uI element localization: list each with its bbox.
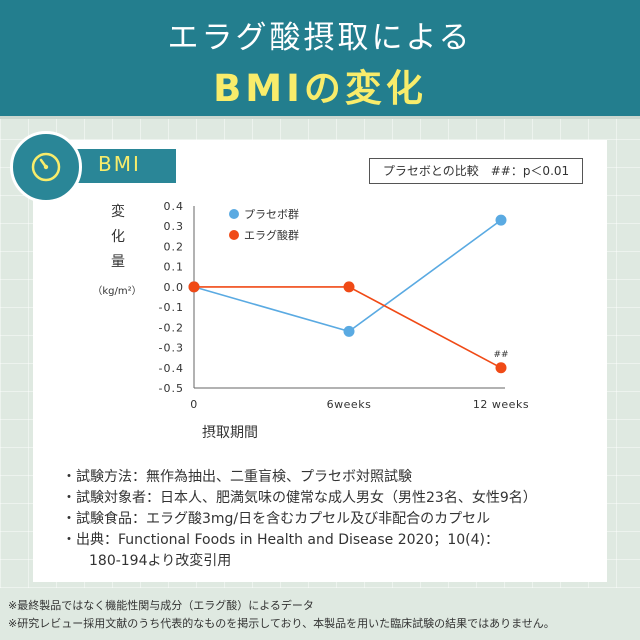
y-tick-label: 0.2 [164, 240, 185, 253]
y-axis-label-char: 化 [111, 229, 125, 245]
data-point-series-1 [343, 281, 355, 293]
study-notes: ・試験方法：無作為抽出、二重盲検、プラセボ対照試験 ・試験対象者：日本人、肥満気… [62, 467, 602, 572]
data-point-series-0 [495, 214, 507, 226]
header-banner: エラグ酸摂取による BMIの変化 [0, 0, 640, 116]
header-subtitle: BMIの変化 [213, 67, 427, 110]
x-axis-label: 摂取期間 [202, 425, 258, 441]
x-tick-labels: 0 6weeks 12 weeks [190, 398, 529, 411]
y-tick-label: -0.1 [159, 301, 184, 314]
chart-annotations: ## [493, 350, 508, 360]
note-line: ・出典：Functional Foods in Health and Disea… [62, 532, 499, 548]
series-points [188, 214, 507, 374]
x-tick-label: 6weeks [327, 398, 372, 411]
note-line: ・試験方法：無作為抽出、二重盲検、プラセボ対照試験 [62, 469, 412, 485]
footnote: ※最終製品ではなく機能性関与成分（エラグ酸）によるデータ [8, 599, 314, 612]
y-tick-labels: 0.4 0.3 0.2 0.1 0.0 -0.1 -0.2 -0.3 -0.4 -0.5 [159, 200, 185, 395]
y-tick-label: 0.0 [164, 281, 185, 294]
series-line-0 [193, 219, 502, 333]
x-tick-label: 12 weeks [473, 398, 529, 411]
y-tick-label: 0.4 [164, 200, 185, 213]
legend-marker [229, 230, 239, 240]
chart-axes [193, 206, 505, 389]
data-point-series-1 [495, 362, 507, 374]
x-tick-label: 0 [190, 398, 198, 411]
y-tick-label: -0.4 [159, 362, 184, 375]
footnote: ※研究レビュー採用文献のうち代表的なものを掲示しており、本製品を用いた臨床試験の… [8, 617, 555, 630]
y-tick-label: 0.1 [164, 261, 185, 274]
header-shadow [0, 116, 640, 119]
note-line: ・試験食品：エラグ酸3mg/日を含むカプセル及び非配合のカプセル [62, 511, 491, 527]
data-point-series-1 [188, 281, 200, 293]
y-tick-label: -0.5 [159, 382, 184, 395]
comparison-note: プラセボとの比較 ##：p＜0.01 [369, 158, 583, 184]
y-tick-label: 0.3 [164, 220, 185, 233]
y-axis-unit: （kg/m²） [92, 285, 141, 297]
header-title: エラグ酸摂取による [167, 20, 473, 56]
series-lines [193, 219, 502, 369]
y-axis-label: 変 化 量 （kg/m²） [92, 203, 141, 297]
content-card [33, 140, 607, 582]
y-tick-label: -0.2 [159, 321, 184, 334]
significance-mark: ## [493, 350, 508, 360]
y-axis-label-char: 量 [111, 254, 125, 270]
note-continuation: 180-194より改変引用 [89, 553, 232, 569]
legend-label: プラセボ群 [244, 207, 299, 221]
y-axis-label-char: 変 [111, 203, 125, 220]
legend-label: エラグ酸群 [244, 228, 299, 242]
badge-circle [10, 131, 82, 203]
data-point-series-0 [343, 325, 355, 337]
legend-marker [229, 209, 239, 219]
footnotes: ※最終製品ではなく機能性関与成分（エラグ酸）によるデータ ※研究レビュー採用文献… [8, 597, 638, 633]
gauge-icon [31, 152, 61, 182]
note-line: ・試験対象者：日本人、肥満気味の健常な成人男女（男性23名、女性9名） [62, 490, 537, 506]
badge-text: BMI [98, 152, 141, 176]
y-tick-label: -0.3 [159, 342, 184, 355]
